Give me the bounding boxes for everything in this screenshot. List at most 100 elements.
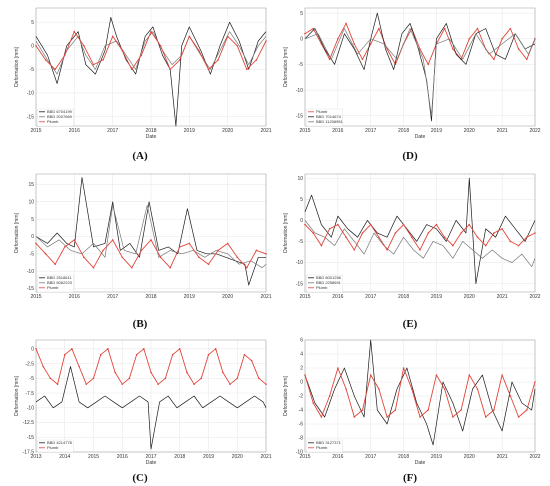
plot-frame	[304, 7, 536, 127]
legend-label: Plumb	[316, 109, 328, 114]
x-tick-label: 2017	[107, 128, 118, 134]
x-tick-label: 2013	[30, 454, 41, 460]
chart-e: 2015 2016 2017 2018 2019 2020 2021 2022 10 5 0 -5 -1…	[283, 173, 541, 300]
series-point	[427, 63, 430, 66]
series-point	[493, 58, 495, 61]
series-point	[328, 395, 331, 397]
series-point	[394, 409, 397, 411]
y-tick-label: 4	[300, 352, 303, 358]
series-point	[131, 68, 133, 71]
x-tick-label: 2021	[497, 128, 508, 134]
x-tick-label: 2015	[299, 454, 310, 460]
legend-box	[306, 439, 343, 453]
x-axis-label: Date	[146, 134, 157, 140]
x-tick-label: 2014	[59, 454, 70, 460]
x-tick-label: 2015	[30, 294, 41, 300]
y-tick-label: -15	[27, 286, 34, 292]
panel-d: 2015 2016 2017 2018 2019 2020 2021 2022 5 0 -5 -10 -…	[283, 4, 541, 144]
chart-c: 2013 2014 2015 2016 2017 2018 2019 2020 2021 0 -2.…	[14, 339, 272, 466]
series-point	[236, 256, 239, 259]
y-tick-label: 5	[31, 217, 34, 223]
x-tick-label: 2019	[184, 294, 195, 300]
series-point	[159, 44, 162, 47]
series-point	[140, 249, 143, 252]
x-tick-label: 2017	[365, 454, 376, 460]
series-point	[501, 374, 503, 376]
x-tick-label: 2019	[431, 294, 442, 300]
series-point	[157, 383, 159, 386]
series-point	[337, 223, 339, 226]
series-point	[54, 68, 56, 71]
series-line	[304, 220, 536, 268]
y-tick-label: -2.5	[25, 361, 34, 367]
y-tick-label: 6	[300, 338, 303, 344]
series-point	[484, 416, 487, 418]
chart-b: 2015 2016 2017 2018 2019 2020 2021 15 10 5 0 -5 -10 -…	[14, 173, 272, 300]
y-tick-label: -5	[30, 67, 35, 73]
series-point	[71, 348, 73, 350]
series-point	[265, 40, 267, 42]
caption-d: (D)	[402, 150, 418, 162]
series-point	[361, 232, 364, 234]
series-point	[443, 236, 446, 239]
series-point	[255, 59, 258, 61]
series-point	[150, 239, 152, 241]
plot-frame	[35, 173, 267, 293]
y-tick-label: 0	[300, 380, 303, 386]
panel-e: 2015 2016 2017 2018 2019 2020 2021 2022 10 5 0 -5 -1…	[283, 170, 541, 310]
series-point	[493, 409, 495, 411]
series-point	[265, 253, 267, 255]
legend-label: Plumb	[47, 445, 59, 450]
series-point	[345, 22, 347, 25]
series-point	[320, 244, 323, 247]
series-point	[517, 416, 520, 418]
series-point	[198, 256, 200, 259]
series-point	[369, 374, 372, 376]
series-point	[135, 353, 138, 356]
series-point	[517, 48, 520, 50]
y-tick-label: -10	[296, 88, 303, 94]
x-tick-label: 2016	[69, 294, 80, 300]
series-point	[410, 388, 413, 390]
chart-d: 2015 2016 2017 2018 2019 2020 2021 2022 5 0 -5 -10 -…	[283, 7, 541, 140]
series-point	[427, 409, 430, 411]
x-tick-label: 2020	[464, 294, 475, 300]
panel-f: 2015 2016 2017 2018 2019 2020 2021 2022 6 4 2 0 -2 -4…	[283, 336, 541, 470]
legend-label: BBD 6001256	[316, 275, 342, 280]
x-tick-label: 2022	[529, 128, 540, 134]
y-tick-label: -15	[27, 114, 34, 120]
x-tick-label: 2016	[332, 294, 343, 300]
y-tick-label: -5	[30, 252, 35, 258]
x-tick-label: 2018	[145, 294, 156, 300]
x-tick-label: 2016	[117, 454, 128, 460]
series-line	[304, 339, 536, 446]
x-tick-label: 2018	[398, 128, 409, 134]
series-point	[140, 54, 143, 56]
legend-label: BBD 2007669	[47, 114, 73, 119]
legend-label: Plumb	[316, 445, 328, 450]
legend-label: BBD 5062223	[47, 280, 73, 285]
series-point	[35, 348, 37, 350]
x-tick-label: 2017	[107, 294, 118, 300]
series-point	[386, 249, 388, 251]
series-point	[44, 253, 47, 255]
series-point	[169, 266, 171, 269]
y-axis-label: Deformation [mm]	[283, 213, 289, 253]
series-point	[509, 27, 512, 30]
series-point	[73, 239, 76, 241]
y-tick-label: 10	[28, 199, 34, 205]
series-point	[353, 416, 356, 418]
series-line	[35, 31, 267, 75]
legend-label: BBD 2518611	[47, 275, 72, 280]
series-point	[345, 388, 347, 390]
series-point	[102, 59, 104, 61]
series-line	[35, 366, 267, 450]
series-point	[369, 43, 372, 45]
series-point	[369, 223, 372, 226]
x-tick-label: 2015	[30, 128, 41, 134]
series-point	[304, 374, 306, 376]
series-point	[525, 409, 528, 411]
caption-a: (A)	[132, 150, 148, 162]
series-point	[435, 374, 438, 376]
series-point	[42, 365, 44, 368]
